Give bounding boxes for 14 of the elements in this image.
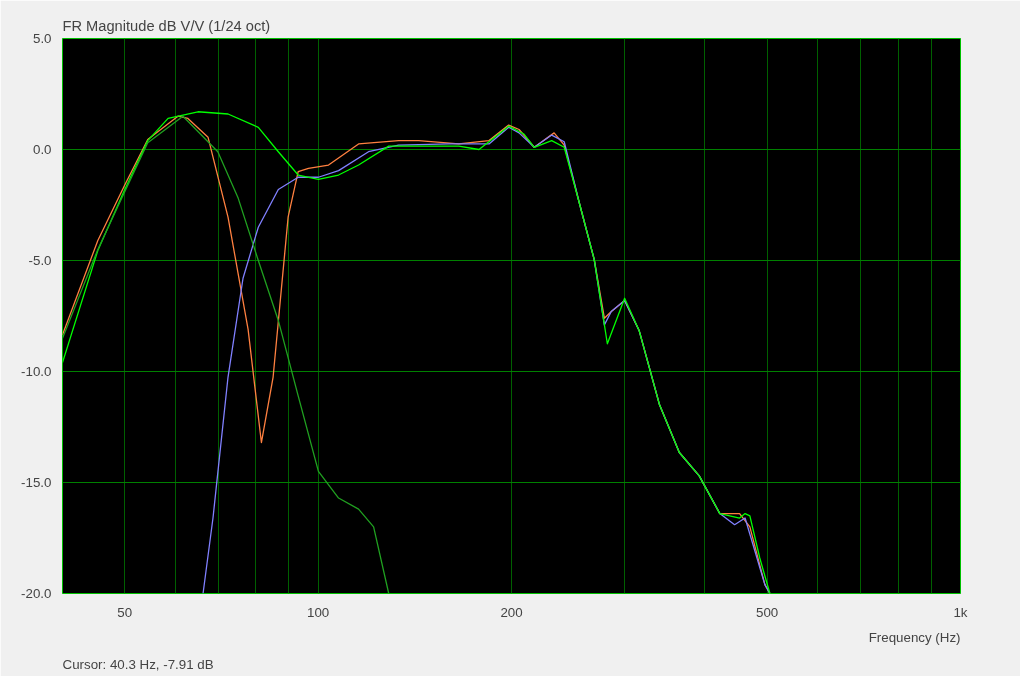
- y-tick-label: 0.0: [32, 142, 52, 157]
- chart-title: FR Magnitude dB V/V (1/24 oct): [62, 17, 271, 34]
- text: Cursor: 40.3 Hz, -7.91 dB: [62, 656, 214, 672]
- x-tick-label: 200: [500, 604, 523, 620]
- x-tick-label: 500: [756, 604, 779, 620]
- x-tick-label: 1k: [953, 604, 968, 620]
- y-tick-label: -20.0: [21, 586, 52, 601]
- x-tick-label: 100: [307, 604, 330, 620]
- y-tick-label: -5.0: [28, 253, 52, 268]
- x-tick-label: 50: [117, 604, 133, 620]
- y-tick-label: 5.0: [32, 31, 52, 46]
- x-axis-title: Frequency (Hz): [868, 629, 961, 645]
- y-tick-label: -10.0: [21, 364, 52, 379]
- y-tick-label: -15.0: [21, 475, 52, 490]
